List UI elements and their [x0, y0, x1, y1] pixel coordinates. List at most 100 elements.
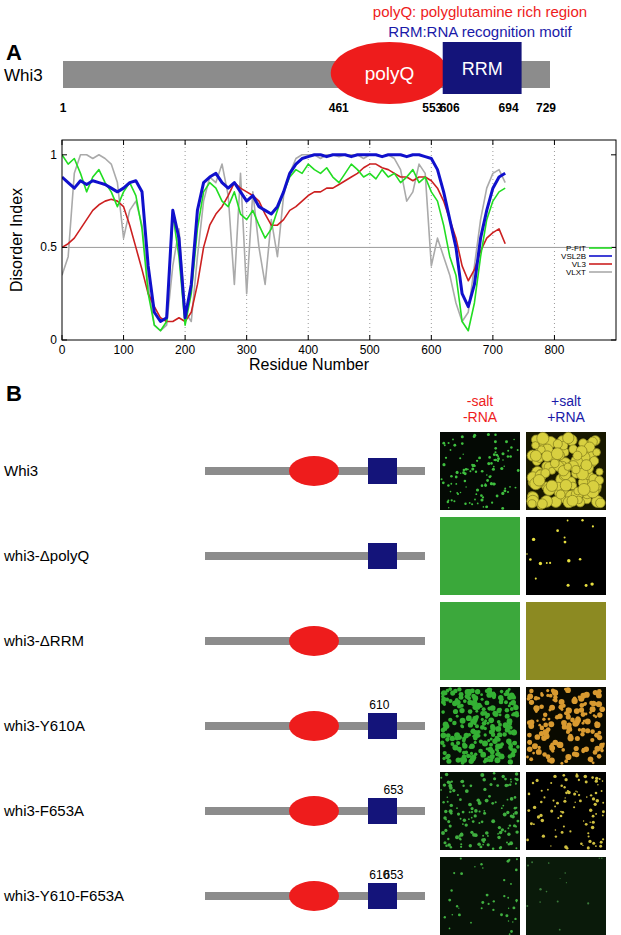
domain-label: polyQ — [365, 63, 415, 84]
droplet — [534, 696, 538, 700]
droplet — [592, 797, 595, 800]
droplet — [508, 754, 513, 759]
droplet — [459, 837, 461, 839]
droplet — [550, 810, 553, 813]
series-line — [62, 155, 505, 331]
droplet — [500, 690, 504, 694]
x-tick-label: 200 — [175, 343, 195, 357]
legend-swatch — [589, 255, 612, 257]
droplet — [589, 821, 590, 822]
droplet — [484, 484, 487, 487]
droplet — [510, 883, 512, 885]
droplet — [471, 694, 476, 699]
droplet — [455, 483, 457, 485]
grid-line — [369, 140, 370, 340]
construct-domain — [289, 456, 339, 486]
droplet — [556, 742, 561, 747]
droplet — [537, 815, 540, 818]
droplet — [503, 465, 505, 467]
droplet — [499, 708, 502, 711]
construct-domain — [368, 713, 397, 739]
x-tick — [369, 140, 370, 145]
droplet — [540, 726, 545, 731]
droplet — [489, 783, 492, 786]
droplet — [496, 784, 499, 787]
droplet — [574, 708, 580, 714]
droplet — [459, 708, 464, 713]
droplet — [493, 900, 495, 902]
droplet — [442, 801, 444, 803]
droplet — [549, 705, 555, 711]
droplet — [507, 784, 510, 787]
droplet — [445, 773, 449, 777]
droplet — [592, 821, 595, 824]
y-tick-label: 1 — [50, 148, 57, 162]
droplet — [462, 754, 467, 759]
droplet — [599, 706, 605, 712]
droplet — [440, 777, 442, 779]
droplet — [567, 559, 570, 562]
droplet — [461, 442, 464, 445]
droplet — [485, 506, 487, 508]
droplet — [576, 773, 578, 775]
droplet — [585, 718, 591, 724]
droplet — [506, 692, 510, 696]
droplet — [596, 468, 603, 475]
droplet — [600, 841, 603, 844]
droplet — [587, 846, 590, 849]
x-tick — [185, 140, 186, 145]
droplet — [548, 721, 554, 727]
droplet — [507, 491, 509, 493]
droplet — [492, 847, 495, 850]
micrograph — [526, 772, 606, 850]
droplet — [509, 783, 511, 785]
droplet — [463, 454, 464, 455]
droplet — [446, 754, 451, 759]
droplet — [552, 699, 555, 702]
droplet — [555, 829, 557, 831]
droplet — [471, 807, 474, 810]
droplet — [499, 713, 502, 716]
droplet — [516, 820, 519, 823]
droplet — [602, 802, 604, 804]
droplet — [530, 822, 533, 825]
construct-domain — [289, 881, 339, 911]
droplet — [563, 825, 565, 827]
droplet — [546, 891, 548, 893]
droplet — [443, 751, 447, 755]
droplet — [562, 724, 567, 729]
droplet — [498, 695, 503, 700]
droplet — [591, 826, 595, 830]
droplet — [476, 488, 479, 491]
micrograph — [440, 602, 520, 680]
micrograph — [526, 687, 606, 765]
droplet — [460, 858, 462, 860]
droplet — [535, 578, 537, 580]
x-tick-label: 100 — [114, 343, 134, 357]
droplet — [478, 822, 480, 824]
droplet — [452, 701, 457, 706]
droplet — [564, 759, 568, 763]
series-line — [62, 155, 505, 322]
droplet — [484, 733, 487, 736]
droplet — [590, 738, 594, 742]
droplet — [535, 734, 541, 740]
micrograph — [440, 517, 520, 595]
droplet — [595, 845, 597, 847]
droplet — [457, 747, 462, 752]
x-tick-label: 700 — [483, 343, 503, 357]
droplet — [515, 778, 518, 781]
droplet — [489, 688, 492, 691]
droplet — [485, 799, 489, 803]
droplet — [586, 796, 588, 798]
droplet — [585, 823, 588, 826]
droplet — [526, 756, 529, 759]
droplet — [500, 742, 504, 746]
droplet — [482, 835, 484, 837]
droplet — [491, 502, 493, 504]
droplet — [493, 483, 496, 486]
protein-label: Whi3 — [4, 66, 43, 85]
droplet — [455, 835, 459, 839]
droplet — [590, 706, 596, 712]
droplet — [452, 439, 454, 441]
